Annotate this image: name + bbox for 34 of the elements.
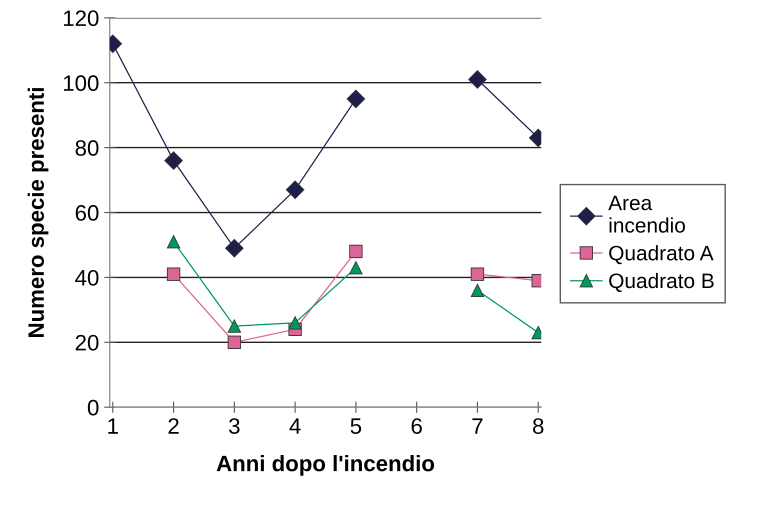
- y-tick-label: 40: [75, 270, 98, 286]
- point: [228, 319, 242, 333]
- x-tick-label: 8: [533, 418, 544, 434]
- point: [468, 70, 487, 89]
- x-tick-label: 2: [168, 418, 179, 434]
- point: [349, 244, 363, 258]
- point: [288, 316, 302, 330]
- point: [166, 235, 180, 248]
- point: [228, 336, 242, 349]
- x-tick-label: 1: [108, 418, 118, 434]
- y-axis-title: Numero specie presenti: [28, 88, 48, 337]
- legend-label: Quadrato A: [609, 245, 714, 264]
- x-tick-label: 3: [229, 418, 240, 434]
- x-axis-title: Anni dopo l'incendio: [216, 455, 434, 476]
- point: [166, 267, 180, 281]
- point: [349, 261, 363, 274]
- x-tick-label: 6: [412, 418, 422, 434]
- point: [286, 180, 304, 200]
- point: [470, 284, 484, 298]
- point: [346, 90, 366, 108]
- legend-label: Quadrato B: [609, 272, 714, 292]
- legend-label: Area incendio: [608, 196, 685, 233]
- y-tick-label: 120: [64, 10, 98, 26]
- y-tick-label: 80: [76, 140, 98, 156]
- x-tick-label: 5: [350, 418, 362, 434]
- y-tick-label: 60: [76, 205, 98, 221]
- x-tick-label: 7: [472, 418, 483, 434]
- y-tick-label: 20: [76, 334, 98, 351]
- point: [225, 238, 244, 258]
- x-tick-label: 4: [289, 418, 301, 434]
- point: [164, 151, 183, 170]
- y-tick-label: 100: [64, 75, 98, 91]
- y-tick-label: 0: [88, 400, 98, 416]
- point: [470, 267, 484, 281]
